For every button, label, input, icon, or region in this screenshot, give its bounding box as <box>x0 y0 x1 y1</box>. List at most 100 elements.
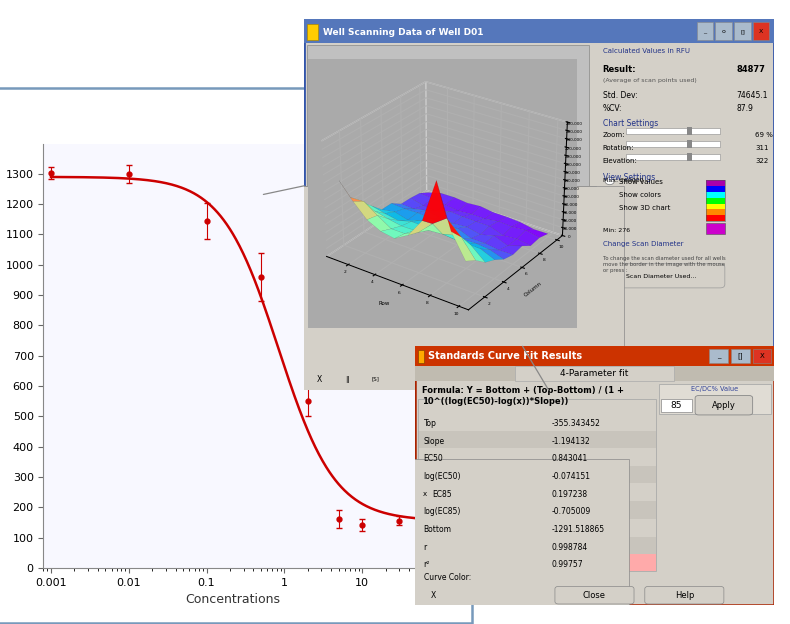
Text: Change Scan Diameter: Change Scan Diameter <box>603 241 683 248</box>
Text: X: X <box>317 375 322 384</box>
Text: o: o <box>722 29 725 34</box>
Text: 322: 322 <box>755 158 769 164</box>
Text: 69 %: 69 % <box>755 132 773 138</box>
FancyBboxPatch shape <box>706 198 725 203</box>
FancyBboxPatch shape <box>304 19 774 390</box>
FancyBboxPatch shape <box>661 399 691 412</box>
FancyBboxPatch shape <box>420 490 429 499</box>
FancyBboxPatch shape <box>706 186 725 192</box>
FancyBboxPatch shape <box>307 24 318 41</box>
Text: (Average of scan points used): (Average of scan points used) <box>603 78 696 83</box>
Text: -0.074151: -0.074151 <box>551 472 590 481</box>
Text: Standards Curve Fit Results: Standards Curve Fit Results <box>428 351 582 361</box>
Text: Bottom: Bottom <box>423 525 452 534</box>
X-axis label: Row: Row <box>378 301 389 306</box>
Text: 84877: 84877 <box>736 65 766 74</box>
Text: Max: 260000: Max: 260000 <box>603 178 643 183</box>
FancyBboxPatch shape <box>551 561 602 573</box>
FancyBboxPatch shape <box>716 22 732 41</box>
FancyBboxPatch shape <box>419 537 656 553</box>
Text: EC50: EC50 <box>423 454 443 464</box>
Y-axis label: Column: Column <box>524 281 543 298</box>
FancyBboxPatch shape <box>753 22 769 41</box>
FancyBboxPatch shape <box>706 180 725 186</box>
Text: Show colors: Show colors <box>619 192 661 198</box>
FancyBboxPatch shape <box>731 349 750 363</box>
Text: 0.197238: 0.197238 <box>551 490 588 499</box>
FancyBboxPatch shape <box>598 264 725 288</box>
Text: 10^((log(EC50)-log(x))*Slope)): 10^((log(EC50)-log(x))*Slope)) <box>422 397 568 406</box>
FancyBboxPatch shape <box>419 554 656 572</box>
Text: -355.343452: -355.343452 <box>551 419 600 428</box>
Text: Chart Settings: Chart Settings <box>603 119 658 128</box>
Text: Result:: Result: <box>603 65 636 74</box>
FancyBboxPatch shape <box>555 587 634 604</box>
Text: Close: Close <box>660 375 683 384</box>
Text: Elevation:: Elevation: <box>603 158 638 164</box>
FancyBboxPatch shape <box>419 484 656 501</box>
FancyBboxPatch shape <box>626 141 720 147</box>
Text: Zoom:: Zoom: <box>603 132 625 138</box>
FancyBboxPatch shape <box>687 140 692 148</box>
Text: Formula: Y = Bottom + (Top-Bottom) / (1 +: Formula: Y = Bottom + (Top-Bottom) / (1 … <box>422 386 624 396</box>
Text: %CV:: %CV: <box>603 104 623 113</box>
FancyBboxPatch shape <box>239 459 629 624</box>
Circle shape <box>608 205 612 209</box>
Bar <box>0 89 472 623</box>
Text: log(EC50): log(EC50) <box>423 472 461 481</box>
Text: [S]: [S] <box>371 377 379 382</box>
Text: -1291.518865: -1291.518865 <box>551 525 604 534</box>
Text: Close: Close <box>583 591 606 600</box>
Text: 0.843041: 0.843041 <box>551 454 588 464</box>
Text: 311: 311 <box>755 145 769 151</box>
FancyBboxPatch shape <box>418 350 424 363</box>
FancyBboxPatch shape <box>687 127 692 135</box>
Text: X: X <box>759 29 763 34</box>
Text: Slope: Slope <box>423 437 445 446</box>
Circle shape <box>605 177 615 185</box>
Text: 0.998784: 0.998784 <box>551 542 588 552</box>
FancyBboxPatch shape <box>706 223 725 234</box>
Text: X: X <box>431 591 436 600</box>
Text: _: _ <box>703 29 706 34</box>
FancyBboxPatch shape <box>706 192 725 198</box>
FancyBboxPatch shape <box>128 186 624 573</box>
Text: X: X <box>760 353 765 359</box>
FancyBboxPatch shape <box>734 22 750 41</box>
Text: Help: Help <box>722 375 742 384</box>
Circle shape <box>605 203 615 211</box>
Text: log(EC85): log(EC85) <box>423 507 461 516</box>
FancyBboxPatch shape <box>419 519 656 536</box>
X-axis label: Concentrations: Concentrations <box>186 593 280 606</box>
Text: Curve Color:: Curve Color: <box>423 573 471 582</box>
FancyBboxPatch shape <box>415 366 774 381</box>
Text: EC85: EC85 <box>433 490 453 499</box>
Text: Rotation:: Rotation: <box>603 145 634 151</box>
Text: Top: Top <box>423 419 437 428</box>
Text: Scan Diameter Used...: Scan Diameter Used... <box>626 273 697 278</box>
Text: Std. Dev:: Std. Dev: <box>603 91 638 100</box>
Text: []: [] <box>738 353 743 359</box>
FancyBboxPatch shape <box>753 349 771 363</box>
Text: Show 3D chart: Show 3D chart <box>619 205 671 212</box>
Circle shape <box>605 190 615 198</box>
FancyBboxPatch shape <box>419 413 656 431</box>
FancyBboxPatch shape <box>419 431 656 448</box>
Text: Show values: Show values <box>619 180 663 185</box>
FancyBboxPatch shape <box>699 368 765 391</box>
Text: View Settings: View Settings <box>603 173 655 182</box>
FancyBboxPatch shape <box>419 449 656 466</box>
Text: 87.9: 87.9 <box>736 104 754 113</box>
Text: Standard Curve: Standard Curve <box>314 124 423 138</box>
Text: r²: r² <box>423 560 430 569</box>
Text: Help: Help <box>675 591 694 600</box>
FancyBboxPatch shape <box>307 45 589 368</box>
FancyBboxPatch shape <box>100 186 596 573</box>
Text: ||: || <box>345 376 350 383</box>
Text: Min: 276: Min: 276 <box>603 228 630 233</box>
Text: Well Scanning Data of Well D01: Well Scanning Data of Well D01 <box>323 28 483 37</box>
FancyBboxPatch shape <box>706 215 725 221</box>
Text: 4-Parameter fit: 4-Parameter fit <box>560 369 629 378</box>
FancyBboxPatch shape <box>659 384 770 414</box>
Text: 85: 85 <box>671 401 683 409</box>
